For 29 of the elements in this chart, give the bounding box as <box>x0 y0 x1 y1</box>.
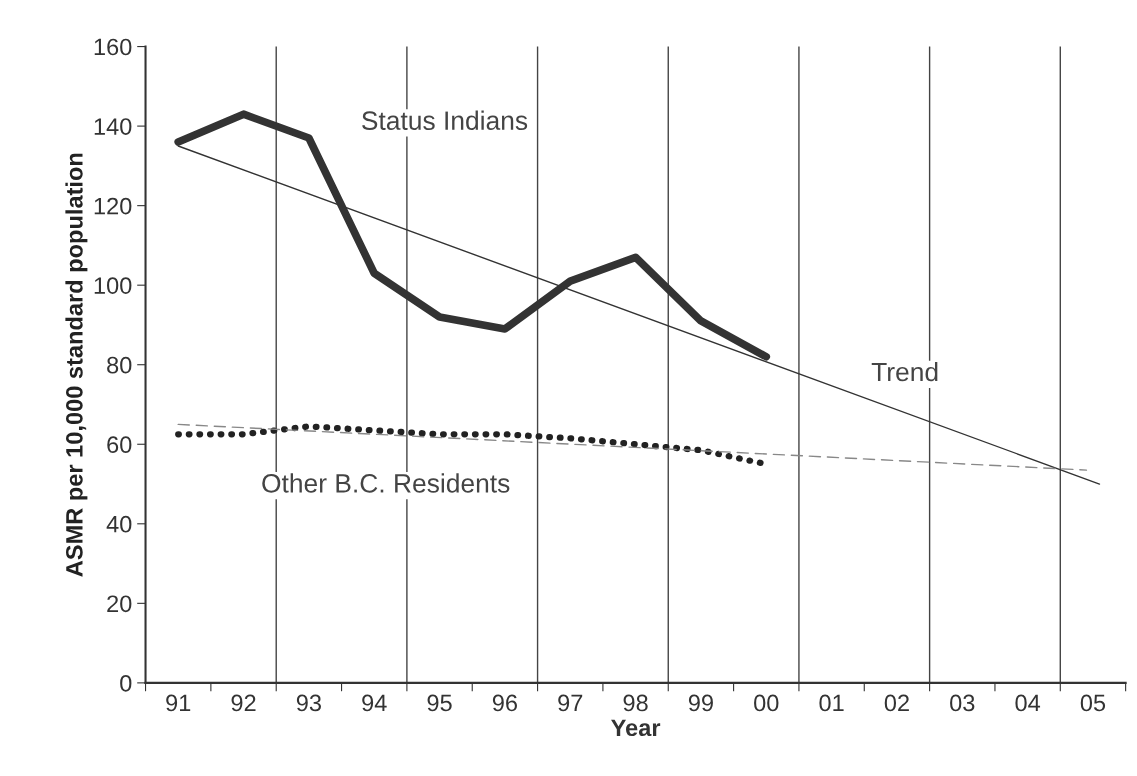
x-tick-label: 93 <box>296 694 321 712</box>
y-axis-title: ASMR per 10,000 standard population <box>65 153 88 577</box>
series-label: Other B.C. Residents <box>262 473 510 493</box>
y-tick-label: 40 <box>106 515 132 533</box>
x-tick-label: 98 <box>623 694 648 712</box>
y-tick-label: 120 <box>94 197 132 215</box>
x-tick-label: 97 <box>558 694 583 712</box>
y-tick-label: 20 <box>107 595 132 613</box>
series-label: Status Indians <box>362 110 528 130</box>
y-tick-label: 60 <box>107 436 132 454</box>
x-tick-label: 94 <box>362 694 387 712</box>
x-tick-label: 92 <box>231 694 256 712</box>
x-tick-label: 05 <box>1080 694 1106 712</box>
y-tick-label: 0 <box>120 674 132 692</box>
y-tick-label: 140 <box>94 118 132 135</box>
x-axis-title: Year <box>611 719 661 737</box>
x-tick-label: 00 <box>754 694 779 712</box>
y-tick-label: 100 <box>94 277 132 294</box>
y-tick-label: 80 <box>107 356 132 374</box>
x-tick-label: 99 <box>688 694 713 712</box>
x-tick-label: 02 <box>884 694 909 712</box>
x-tick-label: 96 <box>492 694 517 712</box>
y-tick-label: 160 <box>94 38 132 56</box>
series-label: Trend <box>871 361 938 382</box>
x-tick-label: 04 <box>1015 694 1041 712</box>
x-tick-label: 91 <box>166 694 191 712</box>
x-tick-label: 03 <box>950 694 975 712</box>
x-tick-label: 95 <box>427 694 452 712</box>
x-tick-label: 01 <box>819 694 844 712</box>
